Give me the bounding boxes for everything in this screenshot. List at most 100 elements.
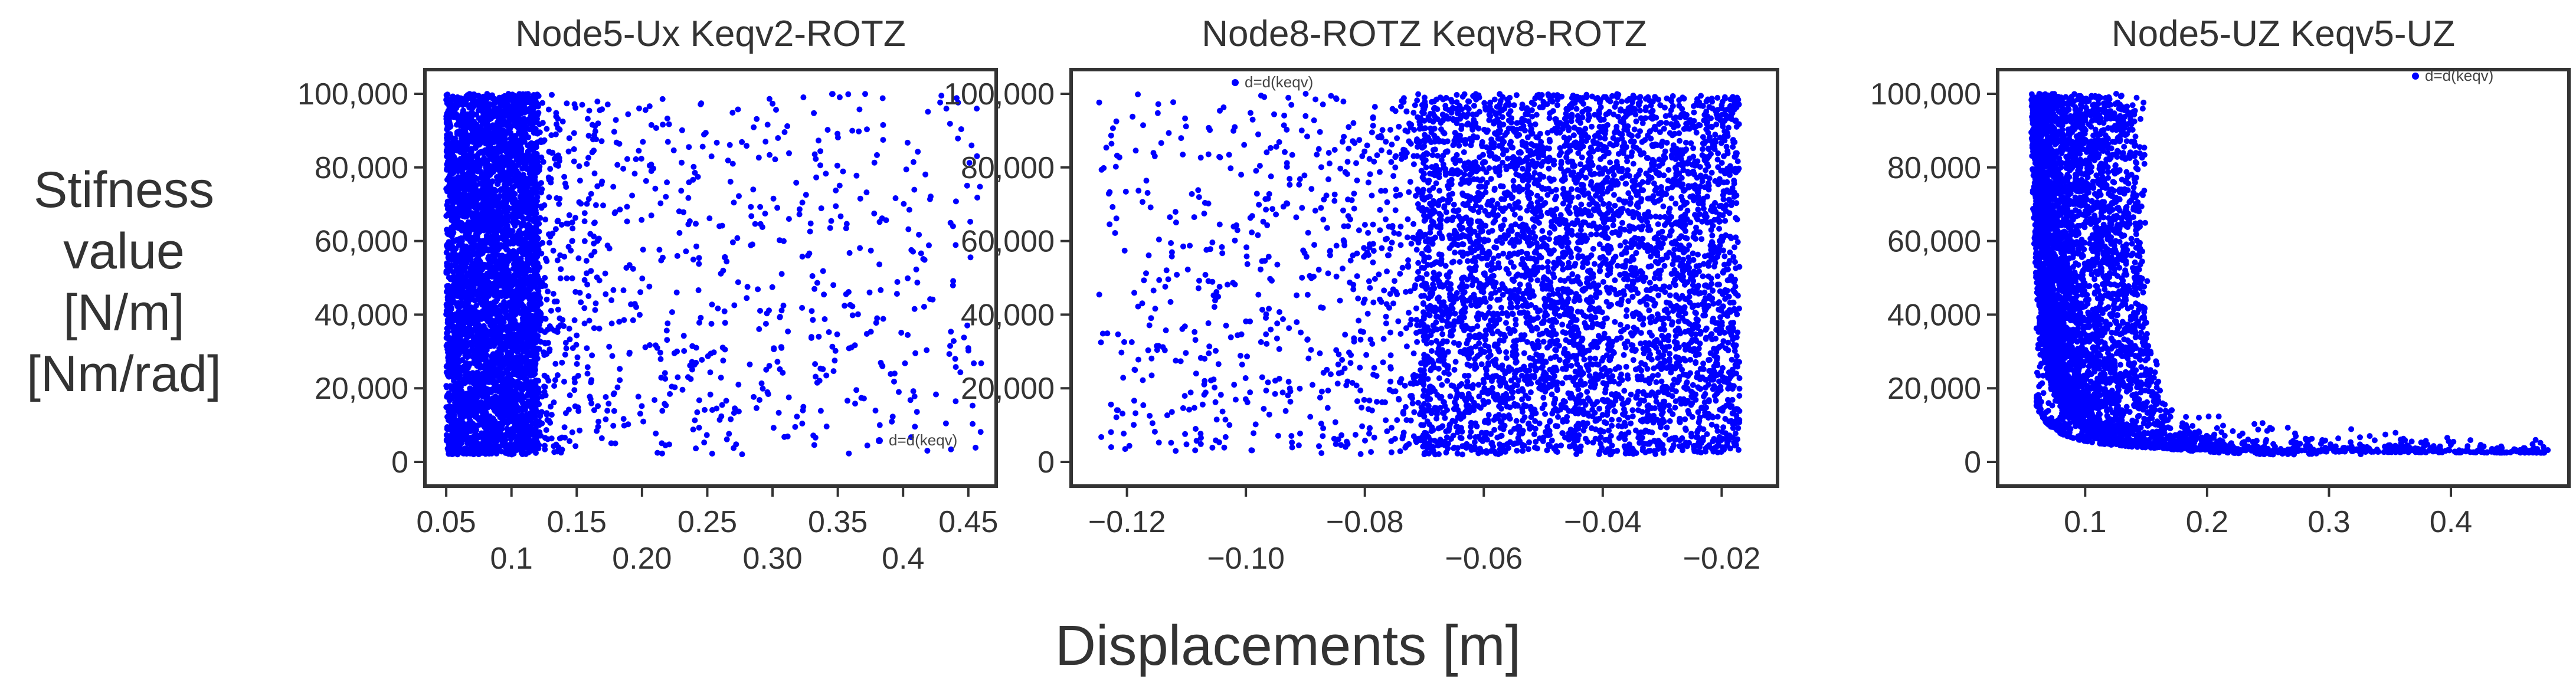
data-point (731, 410, 737, 416)
data-point (785, 394, 792, 401)
data-point (625, 421, 631, 428)
data-point (621, 317, 627, 323)
data-point (840, 168, 846, 175)
data-point (482, 277, 489, 283)
data-point (608, 297, 615, 303)
data-point (751, 124, 757, 130)
data-point (516, 354, 522, 360)
data-point (659, 408, 666, 414)
data-point (492, 293, 498, 299)
data-point (457, 157, 463, 163)
data-point (565, 406, 572, 413)
data-point (719, 344, 726, 351)
data-point (463, 152, 469, 159)
data-point (681, 348, 688, 354)
data-point (484, 91, 490, 97)
data-point (463, 247, 470, 253)
data-point (921, 304, 927, 310)
y-axis-label-line: [Nm/rad] (27, 346, 221, 402)
data-point (530, 346, 536, 353)
data-point (680, 333, 687, 339)
data-point (491, 96, 497, 102)
data-point (620, 166, 627, 172)
data-point (478, 264, 485, 270)
data-point (876, 261, 883, 268)
data-point (735, 408, 742, 415)
data-point (487, 153, 494, 159)
data-point (507, 343, 513, 350)
data-point (450, 439, 457, 446)
data-point (505, 254, 512, 260)
data-point (455, 218, 461, 225)
data-point (447, 406, 453, 412)
data-point (853, 172, 860, 179)
y-axis-label-line: Stifness (34, 162, 214, 218)
data-point (910, 159, 917, 165)
data-point (450, 215, 456, 221)
data-point (864, 126, 870, 133)
data-point (771, 346, 777, 353)
data-point (827, 225, 833, 231)
data-point (542, 255, 549, 262)
data-point (450, 275, 456, 281)
data-point (707, 391, 713, 398)
data-point (574, 361, 580, 367)
data-point (695, 173, 701, 180)
data-point (894, 279, 901, 285)
data-point (532, 313, 538, 319)
data-point (821, 316, 828, 322)
data-point (554, 195, 560, 201)
data-point (558, 266, 564, 273)
data-point (974, 153, 980, 159)
data-point (793, 179, 800, 186)
data-point (576, 163, 582, 169)
data-point (918, 250, 924, 257)
data-point (910, 388, 917, 395)
data-point (540, 139, 546, 145)
data-point (451, 248, 457, 255)
data-point (693, 359, 699, 366)
data-point (610, 183, 617, 190)
data-point (955, 135, 961, 142)
data-point (469, 296, 476, 303)
data-point (554, 329, 561, 335)
data-point (635, 393, 641, 400)
data-point (611, 408, 617, 414)
data-point (538, 250, 545, 257)
data-point (483, 360, 489, 367)
data-point (604, 408, 611, 414)
data-point (534, 286, 541, 292)
data-point (690, 426, 696, 433)
data-point (728, 416, 734, 422)
data-point (953, 364, 959, 370)
data-point (750, 186, 757, 193)
data-point (447, 178, 453, 184)
data-point (775, 409, 782, 416)
data-point (843, 221, 850, 227)
data-point (554, 298, 560, 305)
data-point (464, 206, 470, 212)
data-point (492, 162, 499, 168)
data-point (667, 391, 673, 397)
data-point (559, 359, 565, 366)
data-point (978, 360, 984, 366)
data-point (569, 345, 576, 352)
data-point (747, 361, 753, 368)
data-point (526, 106, 532, 112)
data-point (657, 356, 664, 362)
data-point (567, 438, 573, 444)
data-point (535, 274, 541, 281)
data-point (510, 434, 517, 440)
data-point (608, 320, 615, 327)
data-point (483, 366, 490, 372)
data-point (554, 257, 561, 264)
data-point (535, 93, 542, 99)
data-point (914, 409, 920, 415)
data-point (652, 397, 658, 403)
data-point (588, 377, 595, 383)
data-point (460, 222, 466, 228)
data-point (537, 413, 544, 419)
data-point (508, 186, 515, 192)
data-point (690, 163, 697, 170)
data-point (588, 400, 595, 406)
